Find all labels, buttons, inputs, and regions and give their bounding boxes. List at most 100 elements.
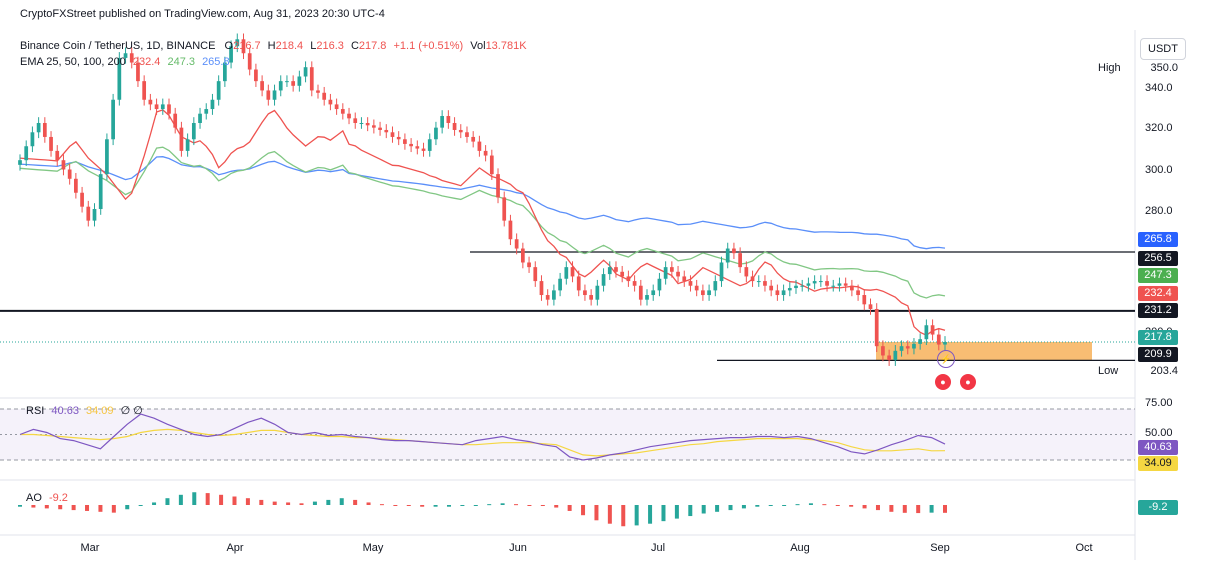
ema50-price-tag: 247.3 xyxy=(1138,268,1178,283)
ao-bar xyxy=(353,499,358,505)
ao-bar xyxy=(795,504,800,506)
candle xyxy=(266,90,271,100)
ao-bar xyxy=(607,505,612,524)
candle xyxy=(707,290,711,296)
us-flag-event-icon[interactable]: ● xyxy=(935,374,951,390)
candle xyxy=(285,81,289,83)
candle xyxy=(365,122,370,126)
lightning-event-icon[interactable]: ⚡ xyxy=(937,350,955,368)
candle xyxy=(775,290,780,296)
ao-bar xyxy=(835,505,840,506)
ao-bar xyxy=(661,505,666,522)
month-label: Jul xyxy=(650,542,666,554)
ao-bar xyxy=(85,505,90,511)
candle xyxy=(663,267,668,279)
ema25-price-tag: 232.4 xyxy=(1138,286,1178,301)
ao-bar xyxy=(259,499,264,505)
ao-bar xyxy=(594,505,599,521)
rsi-legend: RSI 40.63 34.09 ∅ ∅ xyxy=(26,404,143,417)
ao-bar xyxy=(379,504,384,506)
candle xyxy=(86,206,91,221)
ema25-legend-value: 232.4 xyxy=(132,56,161,68)
candle xyxy=(533,267,538,282)
candle xyxy=(787,288,792,291)
month-label: Aug xyxy=(790,542,810,554)
ao-bar xyxy=(366,502,371,505)
candle xyxy=(564,267,569,279)
low-value: 216.3 xyxy=(316,40,344,52)
ao-bar xyxy=(916,505,921,514)
candle xyxy=(328,99,333,105)
candle xyxy=(638,285,643,300)
ao-bar xyxy=(500,503,505,505)
ao-bar xyxy=(554,505,559,508)
ao-bar xyxy=(782,505,787,506)
low-marker-value: 203.4 xyxy=(1150,365,1178,377)
candle xyxy=(434,127,438,140)
candle xyxy=(732,248,736,254)
high-marker: High 350.0 xyxy=(1098,62,1178,74)
candle xyxy=(620,271,625,277)
ao-bar xyxy=(929,505,934,513)
ao-bar xyxy=(822,504,827,506)
candle xyxy=(595,285,600,300)
candle xyxy=(415,146,420,149)
low-marker: Low 203.4 xyxy=(1098,365,1178,377)
candle xyxy=(527,262,531,268)
ao-bar xyxy=(219,494,224,505)
candle xyxy=(899,346,904,351)
ao-bar xyxy=(849,505,854,507)
ao-bar xyxy=(648,505,653,524)
candle xyxy=(371,125,376,128)
ao-bar xyxy=(178,494,183,505)
candle xyxy=(254,69,258,82)
ao-bar xyxy=(245,498,250,505)
currency-button[interactable]: USDT xyxy=(1140,38,1186,60)
ao-label: AO xyxy=(26,492,42,504)
candle xyxy=(651,290,656,296)
rsi-value: 40.63 xyxy=(51,405,79,417)
axis-tick: 280.0 xyxy=(1145,205,1173,217)
candle xyxy=(185,139,190,151)
month-label: Apr xyxy=(226,542,244,554)
us-flag-event-icon[interactable]: ● xyxy=(960,374,976,390)
publisher-line: CryptoFXStreet published on TradingView.… xyxy=(20,8,385,20)
candle xyxy=(36,122,41,133)
candle xyxy=(502,197,507,221)
candle xyxy=(167,104,171,114)
volume-label: Vol xyxy=(470,40,486,52)
candle xyxy=(291,81,296,86)
ao-bar xyxy=(31,505,36,508)
ema100-legend-value: 265.8 xyxy=(202,56,230,68)
candle xyxy=(725,248,730,263)
candle xyxy=(843,283,848,286)
candle xyxy=(483,150,488,156)
ao-bar xyxy=(688,505,693,517)
candle xyxy=(570,267,575,277)
candle xyxy=(781,290,786,296)
candle xyxy=(241,39,246,54)
ao-bar xyxy=(125,505,130,510)
candle xyxy=(210,99,215,110)
candle xyxy=(353,118,358,123)
candle xyxy=(539,281,544,296)
candle xyxy=(738,253,742,268)
candle xyxy=(676,271,680,277)
ao-bar xyxy=(406,505,411,506)
candle xyxy=(260,81,264,91)
candle xyxy=(750,276,755,282)
candle xyxy=(806,283,811,286)
close-label: C xyxy=(350,40,359,52)
candle xyxy=(576,276,581,291)
candle xyxy=(893,350,898,361)
candle xyxy=(688,281,693,286)
candle xyxy=(61,160,66,170)
ao-bar xyxy=(433,505,438,507)
ao-bar xyxy=(875,505,880,511)
candle xyxy=(49,136,53,151)
rsi-ma-line xyxy=(20,428,946,457)
ema50-line xyxy=(19,146,946,299)
ao-bar xyxy=(514,504,519,506)
close-value: 217.8 xyxy=(358,40,387,52)
